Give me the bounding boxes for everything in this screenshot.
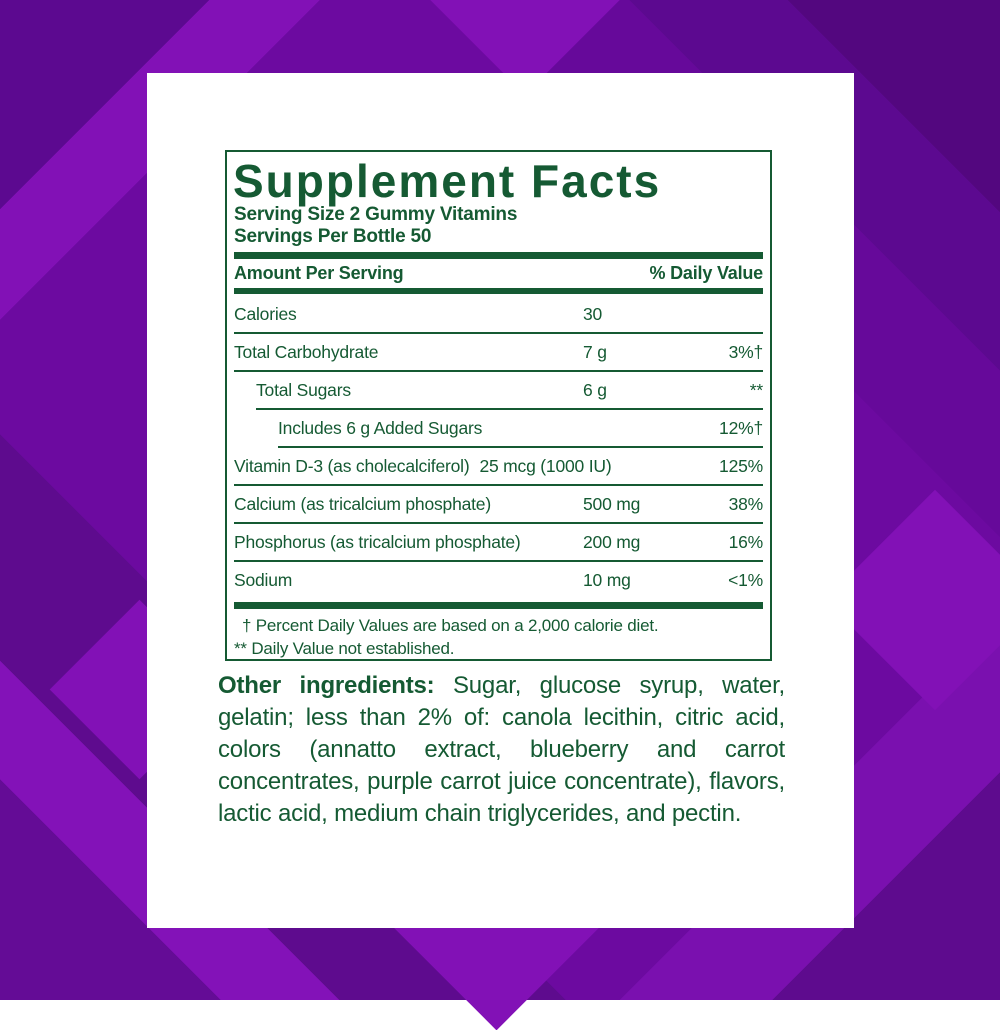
nutrient-amount: 200 mg (583, 531, 641, 552)
servings-per-bottle-line: Servings Per Bottle 50 (234, 226, 432, 247)
panel-title: Supplement Facts (233, 155, 662, 207)
thick-divider-header (234, 288, 763, 294)
nutrient-daily-value: <1% (728, 569, 763, 590)
nutrient-name: Calcium (as tricalcium phosphate) (234, 493, 491, 514)
nutrient-row: Includes 6 g Added Sugars 12%† (234, 410, 763, 446)
other-ingredients-text: Sugar, glucose syrup, water, gelatin; le… (218, 672, 785, 827)
footnote-daily-value: † Percent Daily Values are based on a 2,… (242, 616, 659, 635)
label-card: Supplement Facts Serving Size 2 Gummy Vi… (147, 73, 854, 928)
row-separator (234, 370, 763, 372)
nutrient-amount: 10 mg (583, 569, 631, 590)
nutrient-name: Total Carbohydrate (234, 341, 379, 362)
amount-column-header: Amount Per Serving (234, 263, 404, 283)
nutrient-name: Sodium (234, 569, 293, 590)
other-ingredients-label: Other ingredients: (218, 672, 435, 699)
thick-divider-top (234, 252, 763, 259)
nutrient-row: Phosphorus (as tricalcium phosphate) 200… (234, 524, 763, 560)
row-separator (234, 484, 763, 486)
nutrient-row: Vitamin D-3 (as cholecalciferol) 25 mcg … (234, 448, 763, 484)
nutrient-name: Phosphorus (as tricalcium phosphate) (234, 531, 521, 552)
serving-size-line: Serving Size 2 Gummy Vitamins (234, 204, 518, 225)
nutrient-rows: Calories 30 Total Carbohydrate 7 g 3%† T… (234, 296, 763, 598)
nutrient-amount: 25 mcg (1000 IU) (479, 455, 612, 476)
nutrient-daily-value: 125% (719, 455, 763, 476)
nutrient-name: Total Sugars (256, 379, 351, 400)
footnotes: † Percent Daily Values are based on a 2,… (234, 614, 763, 659)
thick-divider-bottom (234, 602, 763, 609)
nutrient-daily-value: 16% (728, 531, 764, 552)
nutrient-name: Includes 6 g Added Sugars (278, 417, 483, 438)
nutrient-daily-value: 12%† (719, 417, 763, 438)
nutrient-daily-value: 3%† (728, 341, 764, 362)
nutrient-daily-value: 38% (728, 493, 764, 514)
nutrient-daily-value: ** (749, 379, 763, 400)
nutrient-row: Total Carbohydrate 7 g 3%† (234, 334, 763, 370)
nutrient-amount: 30 (583, 303, 603, 324)
nutrient-name: Vitamin D-3 (as cholecalciferol) (234, 455, 470, 476)
nutrient-row: Sodium 10 mg <1% (234, 562, 763, 598)
row-separator (234, 332, 763, 334)
other-ingredients-paragraph: Other ingredients: Sugar, glucose syrup,… (218, 670, 785, 830)
nutrient-name: Calories (234, 303, 297, 324)
footnote-not-established: ** Daily Value not established. (234, 639, 455, 658)
supplement-facts-panel: Supplement Facts Serving Size 2 Gummy Vi… (225, 150, 772, 661)
row-separator (234, 522, 763, 524)
row-separator (256, 408, 763, 410)
nutrient-amount: 6 g (583, 379, 607, 400)
daily-value-column-header: % Daily Value (649, 263, 764, 283)
row-separator (278, 446, 763, 448)
nutrient-row: Total Sugars 6 g ** (234, 372, 763, 408)
row-separator (234, 560, 763, 562)
nutrient-row: Calories 30 (234, 296, 763, 332)
nutrient-amount: 500 mg (583, 493, 641, 514)
nutrient-amount: 7 g (583, 341, 607, 362)
nutrient-row: Calcium (as tricalcium phosphate) 500 mg… (234, 486, 763, 522)
column-header-row: Amount Per Serving % Daily Value (234, 259, 763, 286)
